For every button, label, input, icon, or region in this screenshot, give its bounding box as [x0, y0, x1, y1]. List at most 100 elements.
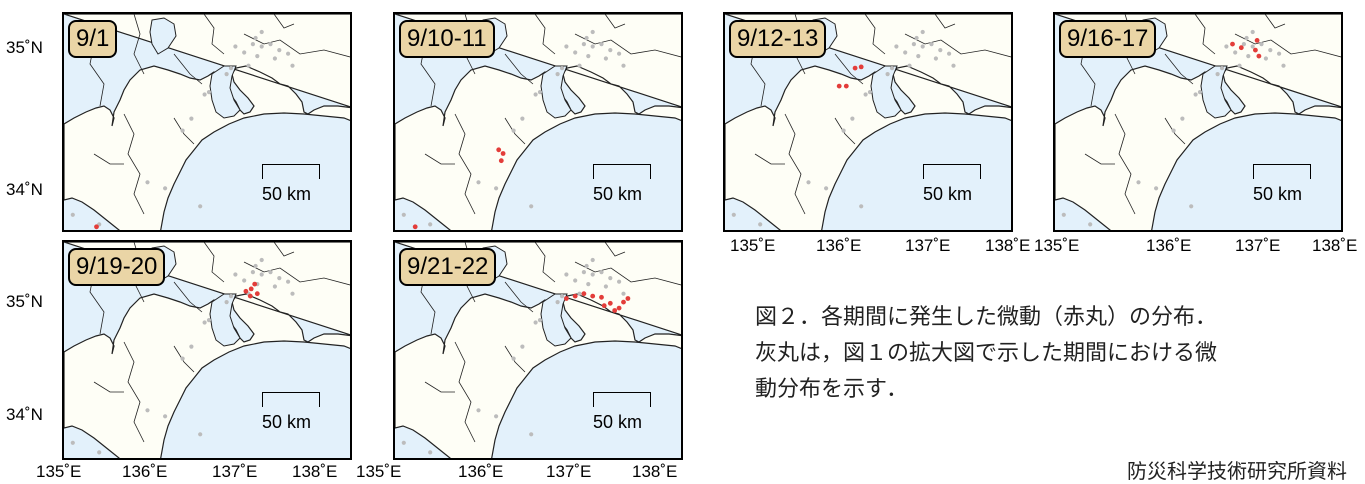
background-tremor-point: [401, 212, 406, 217]
prefecture-boundary: [123, 113, 145, 215]
prefecture-boundary: [203, 14, 225, 55]
background-tremor-point: [581, 270, 586, 275]
lon-label: 136˚E: [458, 462, 504, 481]
tremor-point: [601, 303, 607, 309]
background-tremor-point: [286, 279, 291, 284]
prefecture-boundary: [273, 242, 295, 257]
background-tremor-point: [163, 186, 168, 191]
scale-bar: [593, 164, 651, 179]
background-tremor-point: [573, 50, 578, 55]
background-tremor-point: [529, 432, 534, 437]
background-tremor-point: [1189, 204, 1194, 209]
tremor-point: [412, 224, 418, 230]
background-tremor-point: [1224, 44, 1229, 49]
background-tremor-point: [590, 272, 595, 277]
prefecture-boundary: [604, 14, 626, 29]
tremor-point: [616, 305, 622, 311]
prefecture-boundary: [784, 113, 806, 215]
scale-label: 50 km: [593, 412, 643, 432]
background-tremor-point: [233, 44, 238, 49]
background-tremor-point: [806, 180, 811, 185]
map-panel-4: 9/16-17 50 km: [1053, 12, 1343, 232]
prefecture-boundary: [133, 14, 145, 75]
bay-area: [209, 293, 241, 347]
prefecture-boundary: [1084, 153, 1115, 165]
background-tremor-point: [894, 44, 899, 49]
background-tremor-point: [1281, 63, 1286, 68]
background-tremor-point: [911, 42, 916, 47]
background-tremor-point: [494, 414, 499, 419]
date-badge: 9/10-11: [399, 20, 495, 58]
land-area: [395, 14, 681, 230]
background-tremor-point: [859, 204, 864, 209]
background-tremor-point: [145, 408, 150, 413]
background-tremor-point: [586, 54, 591, 59]
background-tremor-point: [268, 42, 273, 47]
background-tremor-point: [903, 50, 908, 55]
background-tremor-point: [272, 284, 277, 289]
background-tremor-point: [70, 212, 75, 217]
tremor-point: [498, 158, 504, 164]
land-area: [64, 242, 350, 458]
background-tremor-point: [533, 92, 538, 97]
lon-label: 137˚E: [212, 462, 258, 481]
scale-label: 50 km: [593, 184, 643, 204]
background-tremor-point: [559, 294, 565, 299]
background-tremor-point: [202, 92, 207, 97]
lon-label: 138˚E: [292, 462, 338, 481]
background-tremor-point: [1268, 48, 1273, 53]
background-tremor-point: [920, 44, 925, 49]
tremor-point: [1238, 45, 1244, 51]
prefecture-boundary: [173, 53, 203, 85]
lon-label: 135˚E: [356, 462, 402, 481]
background-tremor-point: [621, 291, 626, 296]
lon-label: 135˚E: [36, 462, 82, 481]
tremor-point: [247, 293, 253, 299]
lat-label-34: 34˚N: [6, 405, 43, 424]
land-area: [395, 242, 681, 458]
lat-label-35: 35˚N: [6, 38, 43, 57]
background-tremor-point: [277, 48, 282, 53]
prefecture-boundary: [574, 261, 681, 286]
background-tremor-point: [555, 72, 560, 77]
prefecture-boundary: [1164, 117, 1186, 145]
tremor-point: [254, 291, 260, 297]
background-tremor-point: [758, 222, 763, 227]
background-tremor-point: [914, 35, 919, 41]
map-panel-5: 9/19-20 50 km: [62, 240, 352, 460]
background-tremor-point: [590, 44, 595, 49]
tremor-point: [1256, 53, 1262, 59]
tremor-point: [496, 147, 502, 153]
caption-line: 灰丸は，図１の拡大図で示した期間における微: [755, 341, 1218, 366]
prefecture-boundary: [454, 113, 476, 215]
prefecture-boundary: [424, 381, 455, 393]
background-tremor-point: [180, 356, 185, 361]
tremor-point: [612, 308, 618, 313]
background-tremor-point: [206, 90, 212, 95]
prefecture-boundary: [754, 153, 785, 165]
prefecture-boundary: [504, 345, 526, 373]
map-panel-1: 9/1 50 km: [62, 12, 352, 232]
background-tremor-point: [494, 186, 499, 191]
background-tremor-point: [228, 66, 234, 71]
bay-area: [540, 293, 572, 347]
background-tremor-point: [1088, 222, 1093, 227]
background-tremor-point: [259, 29, 264, 35]
background-tremor-point: [889, 66, 895, 71]
scale-label: 50 km: [1253, 184, 1303, 204]
tremor-point: [590, 293, 596, 299]
prefecture-boundary: [834, 53, 864, 85]
map-svg: [64, 242, 350, 458]
background-tremor-point: [272, 56, 277, 61]
background-tremor-point: [590, 257, 595, 263]
background-tremor-point: [511, 128, 516, 133]
caption-line: 動分布を示す．: [755, 377, 909, 402]
lon-label: 138˚E: [1312, 236, 1358, 255]
background-tremor-point: [250, 270, 255, 275]
scale-bar: [1253, 164, 1311, 179]
lon-label: 136˚E: [122, 462, 168, 481]
background-tremor-point: [586, 282, 591, 287]
background-tremor-point: [520, 116, 525, 121]
background-tremor-point: [1250, 44, 1255, 49]
prefecture-boundary: [454, 341, 476, 443]
